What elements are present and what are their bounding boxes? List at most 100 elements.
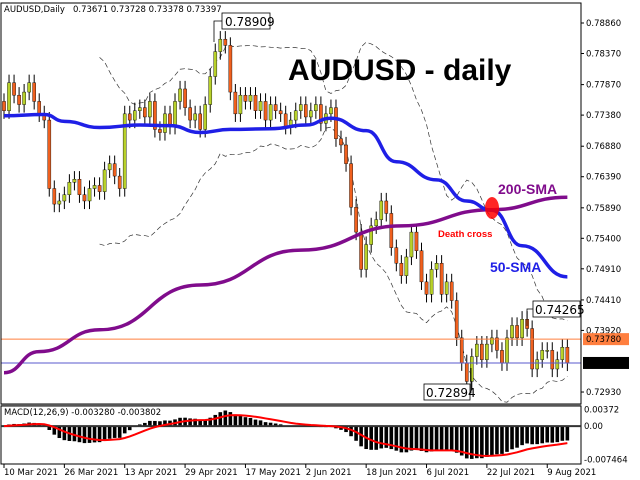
macd-bar (223, 410, 228, 427)
candle-body (158, 129, 162, 133)
macd-bar (143, 422, 147, 427)
candle-body (193, 113, 197, 121)
price-tick-label: 0.78860 (586, 19, 621, 29)
candle-body (515, 325, 519, 339)
candle-body (27, 82, 31, 93)
macd-bar (203, 419, 207, 427)
sma200-line (3, 195, 568, 375)
candle-body (535, 359, 539, 370)
macd-bar (273, 423, 278, 427)
candle-body (454, 300, 459, 339)
date-tick-label: 29 Apr 2021 (185, 468, 238, 478)
macd-bar (349, 426, 353, 437)
candle-body (379, 200, 384, 220)
candle-body (464, 362, 469, 382)
candle-body (238, 94, 243, 115)
candle-body (97, 185, 102, 192)
candle-body (404, 256, 409, 276)
candle-body (107, 163, 112, 171)
candle-body (520, 319, 524, 339)
macd-bar (434, 426, 439, 451)
candle-body (7, 82, 11, 111)
candle-body (102, 169, 107, 192)
death-cross-label: Death cross (438, 229, 492, 240)
candle-body (173, 101, 177, 127)
macd-bar (213, 414, 218, 427)
bollinger-lower (99, 126, 568, 403)
macd-bar (480, 426, 484, 459)
macd-bar (218, 412, 223, 427)
candle-body (178, 88, 182, 102)
candle-body (469, 356, 474, 382)
macd-bar (163, 420, 167, 427)
date-tick-label: 9 Aug 2021 (547, 468, 596, 478)
candle-body (47, 119, 52, 189)
sma50-label: 50-SMA (490, 259, 541, 275)
macd-bar (525, 426, 529, 444)
candle-body (12, 82, 16, 96)
candle-body (17, 94, 21, 105)
svg-text:0.74265: 0.74265 (535, 303, 585, 317)
candle-body (223, 38, 228, 46)
macd-bar (404, 426, 409, 453)
macd-bar (233, 414, 238, 427)
candle-body (459, 337, 464, 363)
candle-body (560, 347, 565, 360)
macd-bar (112, 426, 117, 438)
candle-body (344, 144, 348, 164)
candle-body (480, 343, 484, 360)
macd-bar (258, 420, 263, 427)
candle-body (309, 110, 313, 118)
candle-body (399, 263, 404, 276)
price-tick-label: 0.76390 (586, 173, 621, 183)
candle-body (394, 247, 399, 264)
macd-bar (444, 426, 449, 451)
macd-bar (399, 426, 404, 453)
macd-bar (495, 426, 499, 455)
date-tick-label: 18 Jun 2021 (366, 468, 417, 478)
candle-body (273, 104, 278, 111)
macd-bar (454, 426, 459, 453)
svg-text:0.72894: 0.72894 (426, 386, 476, 400)
macd-bar (263, 422, 268, 427)
candle-body (37, 101, 42, 115)
ask-price-tag: 0.73780 (586, 335, 621, 345)
candle-body (434, 263, 439, 270)
candle-body (449, 281, 454, 301)
candle-body (233, 91, 238, 115)
candle-body (550, 350, 555, 370)
macd-bar (374, 426, 379, 450)
candle-body (253, 94, 258, 111)
candle-body (57, 200, 62, 205)
macd-bar (409, 426, 414, 451)
macd-bar (238, 415, 243, 427)
price-tick-label: 0.75890 (586, 204, 621, 214)
candle-body (374, 219, 379, 227)
bid-price-tag: 0.73397 (586, 359, 621, 369)
macd-bar (359, 426, 363, 447)
candle-body (334, 107, 338, 139)
candle-body (429, 269, 434, 295)
candle-body (485, 343, 489, 360)
macd-tick-label: 0.00372 (584, 405, 619, 415)
candle-body (67, 182, 72, 195)
macd-bar (97, 426, 102, 443)
candle-body (339, 138, 343, 146)
macd-bar (530, 426, 534, 445)
macd-bar (515, 426, 519, 448)
macd-bar (565, 426, 570, 441)
candle-body (77, 178, 82, 195)
macd-bar (424, 426, 429, 453)
candle-body (213, 51, 218, 77)
macd-bar (354, 426, 358, 441)
candle-body (349, 163, 353, 208)
candle-body (530, 328, 534, 370)
candle-body (565, 347, 570, 364)
candle-body (319, 104, 323, 124)
macd-bar (158, 421, 162, 427)
bid-price-tag-bg (583, 356, 629, 369)
macd-bar (148, 420, 152, 427)
macd-signal-line (3, 414, 568, 457)
macd-bar (379, 426, 384, 449)
